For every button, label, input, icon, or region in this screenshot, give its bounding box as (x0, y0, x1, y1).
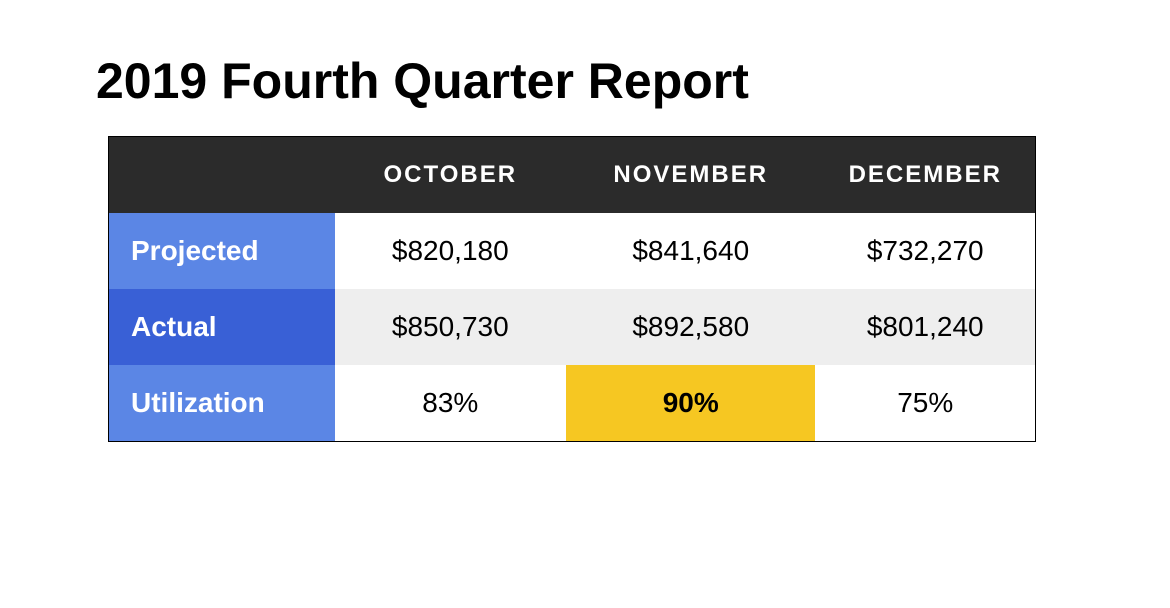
report-page: 2019 Fourth Quarter Report OCTOBER NOVEM… (0, 0, 1170, 608)
cell-projected-nov: $841,640 (566, 213, 815, 289)
report-title: 2019 Fourth Quarter Report (96, 52, 749, 110)
cell-projected-dec: $732,270 (815, 213, 1035, 289)
row-label-projected: Projected (109, 213, 335, 289)
cell-projected-oct: $820,180 (335, 213, 566, 289)
header-blank (109, 137, 335, 213)
table-row: Utilization 83% 90% 75% (109, 365, 1035, 441)
cell-actual-dec: $801,240 (815, 289, 1035, 365)
table-row: Projected $820,180 $841,640 $732,270 (109, 213, 1035, 289)
cell-util-nov: 90% (566, 365, 815, 441)
row-label-utilization: Utilization (109, 365, 335, 441)
cell-util-oct: 83% (335, 365, 566, 441)
header-october: OCTOBER (335, 137, 566, 213)
cell-actual-oct: $850,730 (335, 289, 566, 365)
row-label-actual: Actual (109, 289, 335, 365)
header-december: DECEMBER (815, 137, 1035, 213)
table-header-row: OCTOBER NOVEMBER DECEMBER (109, 137, 1035, 213)
header-november: NOVEMBER (566, 137, 815, 213)
table-row: Actual $850,730 $892,580 $801,240 (109, 289, 1035, 365)
cell-util-dec: 75% (815, 365, 1035, 441)
q4-table: OCTOBER NOVEMBER DECEMBER Projected $820… (108, 136, 1036, 442)
cell-actual-nov: $892,580 (566, 289, 815, 365)
